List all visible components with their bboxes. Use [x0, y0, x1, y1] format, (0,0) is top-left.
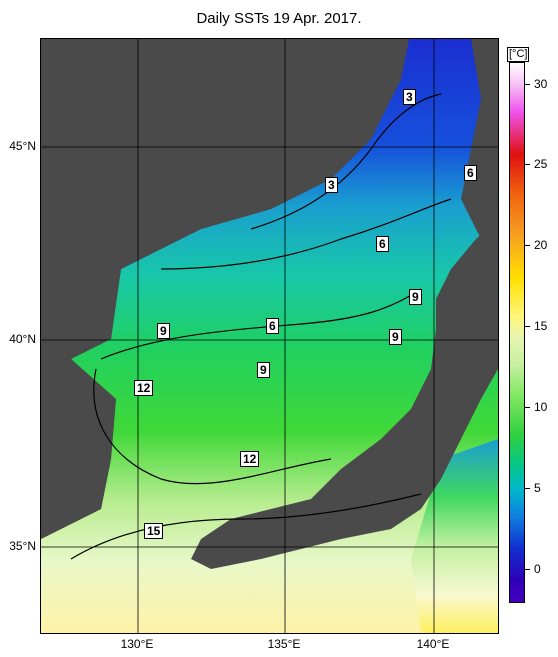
colorbar-tick — [525, 84, 530, 85]
colorbar-label-30: 30 — [534, 77, 548, 91]
colorbar-label-0: 0 — [534, 562, 541, 576]
hokkaido-land — [461, 39, 498, 249]
colorbar-label-10: 10 — [534, 400, 548, 414]
sst-map — [40, 38, 499, 634]
lat-label-35: 35°N — [9, 539, 36, 553]
graticule — [41, 39, 498, 633]
contour-label: 12 — [134, 380, 154, 396]
contour-label: 3 — [403, 89, 416, 105]
colorbar-label-20: 20 — [534, 238, 548, 252]
colorbar-label-15: 15 — [534, 319, 548, 333]
contour-label: 15 — [144, 523, 164, 539]
colorbar — [509, 62, 525, 603]
colorbar-unit: [°C] — [507, 47, 530, 62]
lat-label-45: 45°N — [9, 139, 36, 153]
contour-label: 6 — [266, 318, 279, 334]
continent-land — [41, 39, 409, 539]
lon-label-135: 135°E — [267, 637, 301, 651]
colorbar-label-5: 5 — [534, 481, 541, 495]
colorbar-tick — [525, 326, 530, 327]
map-title: Daily SSTs 19 Apr. 2017. — [196, 10, 362, 27]
colorbar-tick — [525, 569, 530, 570]
sst-map-svg — [41, 39, 498, 633]
lon-label-140: 140°E — [416, 637, 450, 651]
colorbar-tick — [525, 407, 530, 408]
contour-label: 9 — [257, 362, 270, 378]
colorbar-label-25: 25 — [534, 157, 548, 171]
colorbar-tick — [525, 164, 530, 165]
colorbar-tick — [525, 245, 530, 246]
contour-label: 6 — [376, 236, 389, 252]
contour-label: 9 — [389, 329, 402, 345]
contour-label: 6 — [464, 165, 477, 181]
lat-label-40: 40°N — [9, 332, 36, 346]
lon-label-130: 130°E — [120, 637, 154, 651]
isotherms — [70, 93, 452, 560]
contour-label: 9 — [157, 323, 170, 339]
colorbar-tick — [525, 488, 530, 489]
contour-label: 3 — [325, 177, 338, 193]
contour-label: 9 — [409, 289, 422, 305]
japan-land — [191, 219, 498, 569]
contour-label: 12 — [240, 451, 260, 467]
